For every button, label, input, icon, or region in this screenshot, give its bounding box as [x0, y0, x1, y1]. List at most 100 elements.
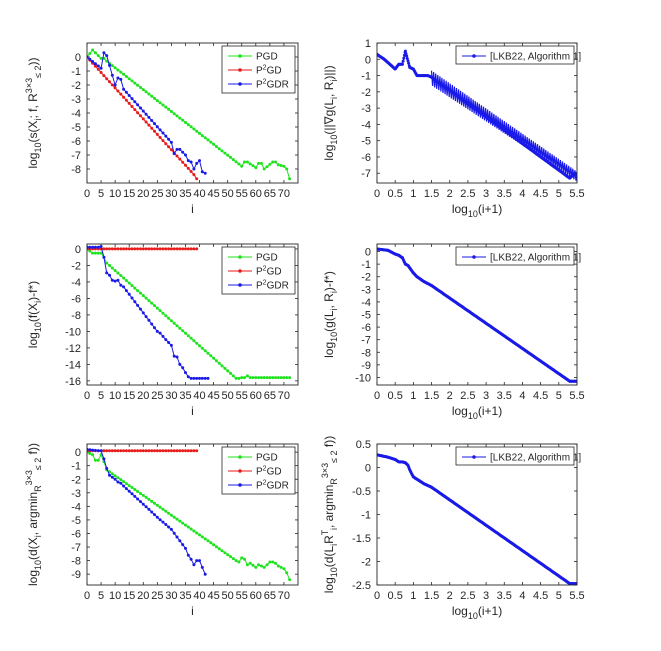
data-point	[164, 338, 168, 342]
x-tick-label: 5	[98, 590, 104, 602]
y-tick-label: -2	[361, 272, 371, 284]
data-point	[136, 497, 140, 501]
data-point	[153, 129, 156, 133]
data-point	[184, 371, 187, 375]
y-tick-label: -6	[361, 152, 371, 164]
x-tick-label: 5.5	[569, 590, 584, 602]
data-point	[282, 376, 286, 380]
data-point	[110, 64, 114, 68]
y-tick-label: -5	[361, 136, 371, 148]
data-point	[141, 247, 145, 251]
x-tick-label: 30	[165, 188, 177, 200]
data-point	[274, 376, 277, 380]
data-point	[274, 160, 277, 164]
legend-item: P2GDR	[228, 280, 289, 292]
data-point	[195, 376, 199, 380]
x-tick-label: 55	[236, 590, 248, 602]
data-point	[257, 376, 261, 380]
data-point	[184, 247, 187, 251]
data-point	[116, 271, 120, 275]
data-point	[124, 90, 128, 94]
x-tick-label: 35	[179, 390, 191, 402]
data-point	[113, 474, 117, 478]
data-point	[192, 173, 196, 177]
y-tick-label: -8	[71, 164, 81, 176]
data-point	[184, 523, 187, 527]
x-tick-label: 4.5	[533, 188, 548, 200]
x-tick-label: 50	[222, 188, 234, 200]
data-point	[139, 291, 142, 295]
y-tick-label: 0	[75, 447, 81, 459]
data-point	[139, 500, 142, 504]
data-point	[102, 247, 106, 251]
y-tick-label: -4	[361, 297, 371, 309]
data-point	[124, 75, 128, 78]
data-point	[124, 482, 128, 486]
data-point	[158, 136, 162, 139]
data-point	[407, 61, 411, 65]
data-point	[167, 525, 171, 529]
data-point	[203, 349, 207, 353]
data-point	[184, 546, 187, 550]
data-point	[150, 94, 154, 98]
ylabel-part: ≤ 2	[33, 65, 43, 77]
data-point	[217, 147, 221, 151]
data-point	[271, 376, 275, 380]
data-point	[220, 149, 224, 153]
legend-label-part: GDR	[267, 481, 289, 492]
data-point	[229, 371, 232, 375]
data-point	[119, 449, 123, 453]
y-tick-label: -4	[71, 277, 81, 289]
legend-item: [LKB22, Algorithm 1]	[462, 453, 581, 464]
data-point	[144, 505, 148, 509]
data-point	[124, 98, 128, 102]
data-point	[404, 52, 408, 56]
data-point	[178, 157, 182, 161]
data-point	[268, 162, 272, 166]
data-point	[192, 339, 196, 343]
data-point	[122, 95, 126, 99]
data-point	[178, 449, 182, 453]
x-tick-label: 4.5	[533, 390, 548, 402]
ylabel-part: i	[329, 97, 339, 99]
data-point	[88, 245, 92, 249]
xlabel-part: (i+1)	[478, 404, 502, 418]
data-point	[169, 513, 173, 517]
x-tick-label: 5	[98, 188, 104, 200]
y-tick-label: -12	[65, 343, 81, 355]
data-point	[141, 502, 145, 506]
data-point	[133, 81, 137, 85]
data-point	[161, 449, 165, 453]
legend-label-part: 2	[263, 65, 267, 72]
data-point	[186, 553, 190, 557]
plot-area	[87, 447, 292, 582]
y-tick-label: -2	[71, 260, 81, 272]
data-point	[288, 177, 292, 181]
data-point	[119, 481, 123, 485]
x-tick-label: 4	[519, 188, 525, 200]
data-point	[88, 249, 92, 253]
data-point	[214, 359, 218, 363]
data-point	[175, 535, 179, 539]
legend-item: PGD	[228, 253, 278, 264]
data-point	[175, 247, 179, 251]
ylabel-part: (f(X	[26, 303, 40, 322]
data-point	[133, 108, 137, 112]
data-point	[203, 136, 207, 140]
series-line	[377, 248, 577, 382]
x-tick-label: 1	[410, 188, 416, 200]
data-point	[167, 341, 171, 344]
data-point	[178, 539, 182, 543]
data-point	[175, 114, 179, 118]
legend-marker	[238, 283, 242, 287]
data-point	[93, 251, 97, 255]
ylabel-part: i	[33, 119, 43, 121]
data-point	[189, 449, 193, 453]
data-point	[155, 503, 159, 507]
data-point	[214, 145, 218, 148]
series-p2gdr	[87, 245, 210, 380]
x-tick-label: 25	[151, 590, 163, 602]
plot-area	[87, 245, 292, 380]
data-point	[198, 559, 201, 563]
